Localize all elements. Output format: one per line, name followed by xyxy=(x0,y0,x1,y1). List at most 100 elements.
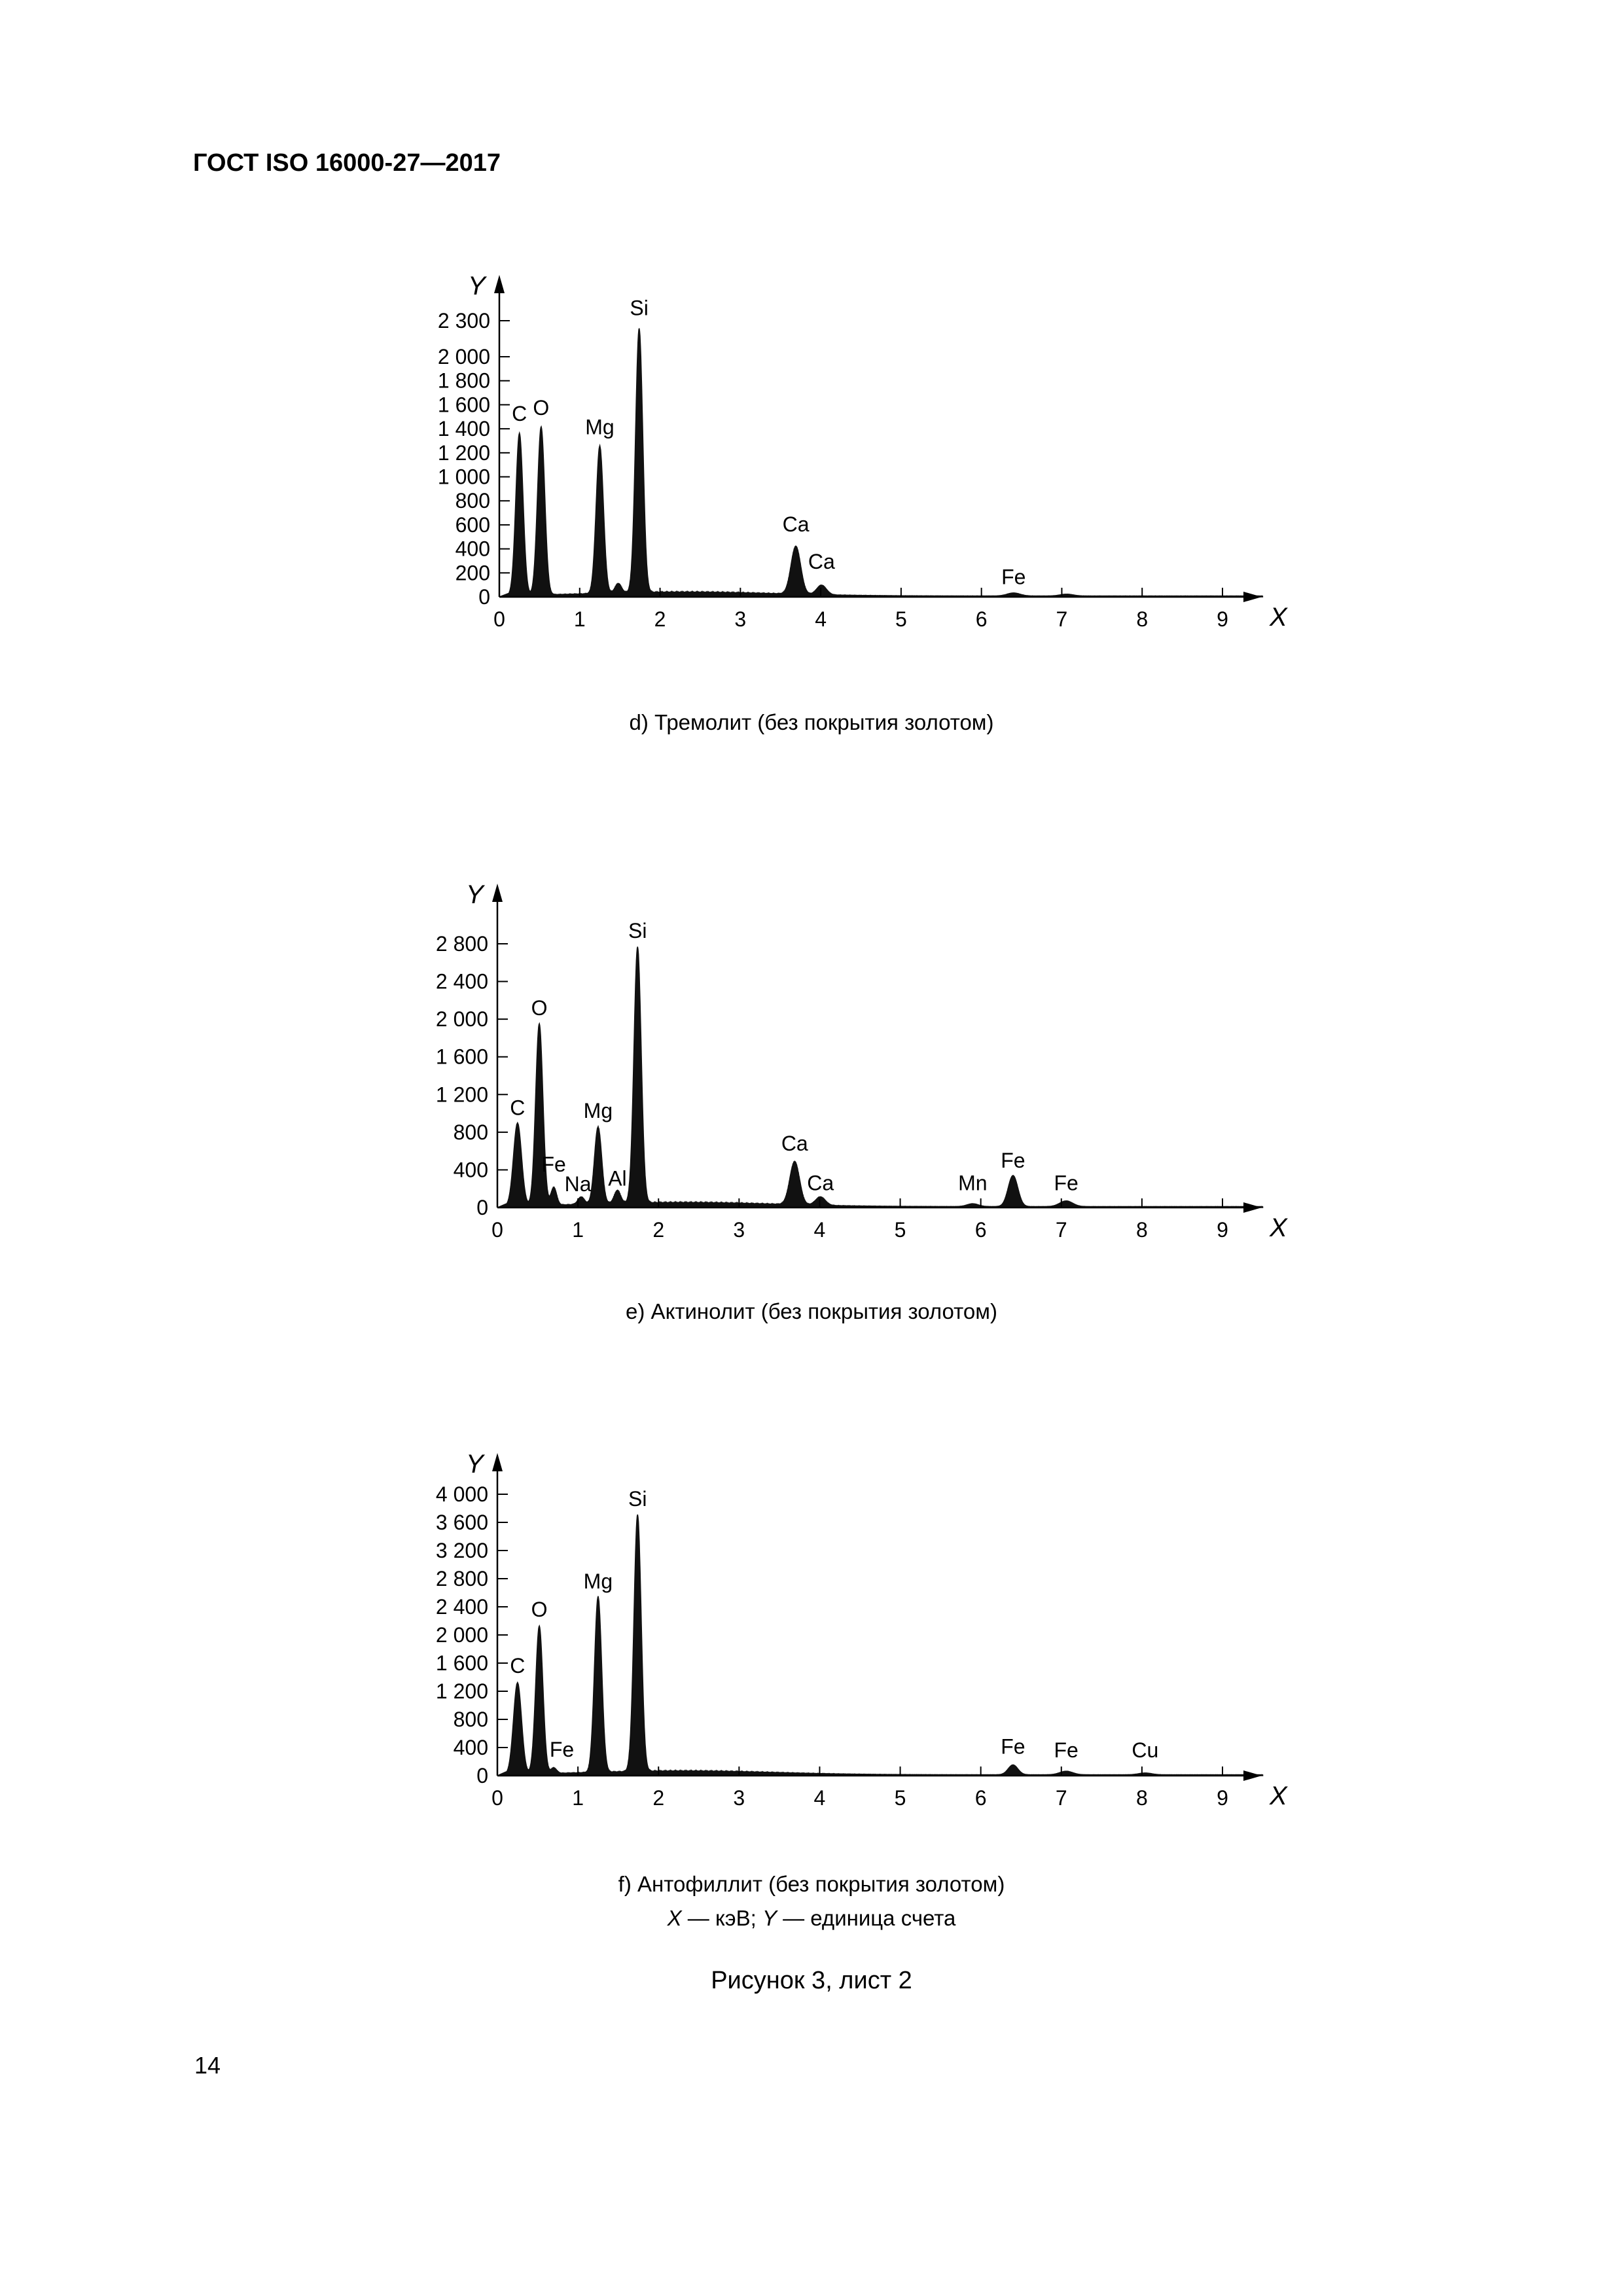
peak-label-cu: Cu xyxy=(1132,1738,1158,1762)
y-tick-label: 1 400 xyxy=(438,417,490,440)
x-tick-label: 5 xyxy=(895,607,907,631)
peak-label-fe: Fe xyxy=(550,1738,574,1761)
x-tick-label: 9 xyxy=(1217,607,1228,631)
x-tick-label: 3 xyxy=(733,1218,745,1242)
y-tick-label: 400 xyxy=(454,1736,488,1759)
y-tick-label: 2 800 xyxy=(436,932,488,956)
legend-x-desc: — кэВ; xyxy=(681,1906,762,1930)
peak-label-c: C xyxy=(510,1096,525,1119)
y-tick-label: 2 000 xyxy=(436,1623,488,1647)
x-tick-label: 4 xyxy=(815,607,827,631)
y-tick-label: 1 200 xyxy=(438,441,490,465)
y-tick-label: 800 xyxy=(455,489,490,512)
peak-label-fe: Fe xyxy=(1054,1172,1078,1195)
x-tick-label: 5 xyxy=(895,1786,906,1810)
x-tick-label: 4 xyxy=(814,1218,826,1242)
y-tick-label: 0 xyxy=(476,1196,488,1219)
peak-label-mg: Mg xyxy=(584,1570,613,1593)
peak-label-o: O xyxy=(531,996,548,1020)
y-tick-label: 1 200 xyxy=(436,1679,488,1703)
y-tick-label: 2 400 xyxy=(436,1595,488,1619)
x-tick-label: 2 xyxy=(652,1786,664,1810)
peak-label-fe: Fe xyxy=(542,1153,566,1176)
x-tick-label: 3 xyxy=(733,1786,745,1810)
peak-label-mg: Mg xyxy=(584,1099,613,1122)
y-tick-label: 400 xyxy=(454,1158,488,1181)
x-tick-label: 9 xyxy=(1217,1786,1228,1810)
spectrum-chart-anthophyllite: X Y 0 1 2 3 4 5 6 7 8 9 0 400 800 1 200 1 600 2 000 2 400 2… xyxy=(436,1450,1288,1810)
legend-x-var: X xyxy=(667,1906,682,1930)
x-tick-label: 7 xyxy=(1056,1786,1067,1810)
x-tick-label: 2 xyxy=(654,607,666,631)
y-tick-label: 600 xyxy=(455,513,490,537)
document-header: ГОСТ ISO 16000-27—2017 xyxy=(193,149,501,177)
x-tick-label: 8 xyxy=(1136,607,1148,631)
x-axis-label: X xyxy=(1269,603,1288,632)
x-tick-label: 0 xyxy=(491,1786,503,1810)
legend-y-desc: — единица счета xyxy=(776,1906,956,1930)
x-tick-label: 3 xyxy=(734,607,746,631)
x-tick-label: 4 xyxy=(814,1786,826,1810)
y-tick-label: 1 800 xyxy=(438,369,490,393)
peak-label-ca: Ca xyxy=(807,1172,834,1195)
peak-label-fe: Fe xyxy=(1001,1149,1025,1172)
legend-y-var: Y xyxy=(762,1906,777,1930)
x-tick-label: 1 xyxy=(574,607,586,631)
page-number: 14 xyxy=(194,2052,221,2079)
y-tick-label: 1 600 xyxy=(436,1651,488,1675)
x-tick-label: 7 xyxy=(1056,607,1068,631)
caption-tremolite: d) Тремолит (без покрытия золотом) xyxy=(629,710,994,734)
peak-label-na: Na xyxy=(565,1172,592,1196)
y-tick-label: 2 800 xyxy=(436,1567,488,1590)
y-tick-label: 200 xyxy=(455,561,490,584)
y-axis-label: Y xyxy=(466,1450,486,1479)
x-axis-arrow xyxy=(1243,592,1262,602)
x-tick-label: 6 xyxy=(976,607,988,631)
y-axis-label: Y xyxy=(468,272,488,300)
y-tick-label: 400 xyxy=(455,537,490,561)
y-tick-label: 1 600 xyxy=(436,1045,488,1069)
peak-label-mn: Mn xyxy=(958,1172,987,1195)
spectrum-trace xyxy=(497,1514,1264,1776)
x-tick-label: 6 xyxy=(975,1786,987,1810)
caption-anthophyllite: f) Антофиллит (без покрытия золотом) xyxy=(618,1872,1005,1896)
y-tick-label: 2 300 xyxy=(438,309,490,332)
caption-actinolite: e) Актинолит (без покрытия золотом) xyxy=(626,1299,997,1323)
x-tick-label: 0 xyxy=(491,1218,503,1242)
y-tick-label: 800 xyxy=(454,1708,488,1731)
peak-label-c: C xyxy=(512,402,527,425)
y-tick-label: 0 xyxy=(476,1764,488,1787)
peak-label-o: O xyxy=(533,396,549,420)
peak-label-si: Si xyxy=(630,296,648,320)
peak-label-al: Al xyxy=(608,1166,626,1190)
x-tick-label: 8 xyxy=(1136,1218,1148,1242)
y-tick-label: 1 600 xyxy=(438,393,490,416)
x-tick-label: 6 xyxy=(975,1218,987,1242)
x-axis-label: X xyxy=(1269,1213,1288,1242)
spectrum-chart-actinolite: X Y 0 1 2 3 4 5 6 7 8 9 0 400 800 1 200 1 600 2 000 2 400 2… xyxy=(436,880,1288,1242)
x-tick-label: 1 xyxy=(572,1786,584,1810)
x-tick-label: 0 xyxy=(493,607,505,631)
y-axis-arrow xyxy=(492,1453,503,1471)
y-axis-label: Y xyxy=(466,880,486,909)
x-tick-label: 5 xyxy=(895,1218,906,1242)
x-tick-label: 8 xyxy=(1136,1786,1148,1810)
x-axis-arrow xyxy=(1243,1770,1262,1781)
x-tick-label: 9 xyxy=(1217,1218,1228,1242)
y-tick-label: 4 000 xyxy=(436,1482,488,1506)
y-tick-label: 1 000 xyxy=(438,465,490,489)
x-axis-arrow xyxy=(1243,1202,1262,1213)
spectrum-trace xyxy=(497,946,1264,1208)
peak-label-si: Si xyxy=(628,1487,647,1511)
spectrum-trace xyxy=(499,328,1264,598)
axis-legend: X — кэВ; Y — единица счета xyxy=(0,1906,1623,1931)
peak-label-ca: Ca xyxy=(808,550,835,573)
x-tick-label: 1 xyxy=(572,1218,584,1242)
peak-label-fe: Fe xyxy=(1001,1735,1025,1759)
x-axis-label: X xyxy=(1269,1782,1288,1810)
y-tick-label: 3 200 xyxy=(436,1539,488,1562)
y-tick-label: 3 600 xyxy=(436,1511,488,1534)
x-tick-label: 2 xyxy=(652,1218,664,1242)
peak-label-fe: Fe xyxy=(1001,565,1026,589)
